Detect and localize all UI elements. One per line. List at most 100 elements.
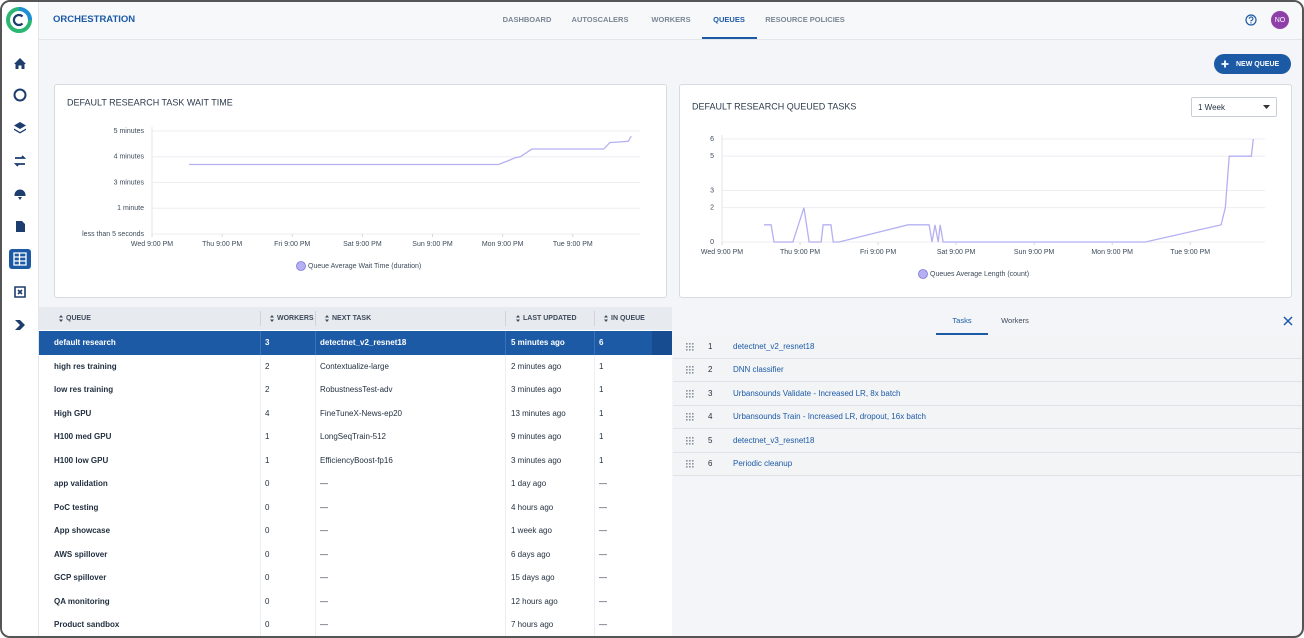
task-name: Urbansounds Validate - Increased LR, 8x … — [733, 388, 901, 398]
cell-separator — [260, 378, 261, 402]
panel-tab[interactable]: Tasks — [952, 316, 972, 325]
table-cell: 3 — [265, 338, 270, 348]
column-header-label: IN QUEUE — [611, 315, 645, 322]
task-row[interactable]: 1 detectnet_v2_resnet18 — [673, 335, 1302, 359]
panel-tab[interactable]: Workers — [1001, 316, 1029, 325]
table-row[interactable]: QA monitoring 0 — 12 hours ago — — [39, 589, 672, 614]
deploy-icon[interactable] — [14, 189, 26, 200]
drag-handle[interactable] — [685, 366, 695, 374]
column-header[interactable]: WORKERS — [269, 307, 314, 330]
nav-tab[interactable]: WORKERS — [651, 15, 691, 24]
table-row[interactable]: H100 low GPU 1 EfficiencyBoost-fp16 3 minut… — [39, 448, 672, 473]
cell-separator — [315, 589, 316, 613]
column-header[interactable]: LAST UPDATED — [515, 307, 577, 330]
nav-tab[interactable]: RESOURCE POLICIES — [765, 15, 845, 24]
task-row[interactable]: 3 Urbansounds Validate - Increased LR, 8x… — [673, 382, 1302, 406]
table-row[interactable]: High GPU 4 FineTuneX-News-ep20 13 minutes a… — [39, 401, 672, 426]
data-line — [189, 135, 632, 166]
legend-marker — [918, 269, 928, 279]
table-row[interactable]: App showcase 0 — 1 week ago — — [39, 519, 672, 544]
expand-icon[interactable] — [15, 320, 25, 330]
cell-separator — [315, 401, 316, 425]
table-row[interactable]: PoC testing 0 — 4 hours ago — — [39, 495, 672, 520]
table-row[interactable]: H100 med GPU 1 LongSeqTrain-512 9 minutes a… — [39, 425, 672, 450]
cell-separator — [260, 566, 261, 590]
range-dropdown[interactable]: 1 Week — [1191, 97, 1277, 117]
nav-bar: DASHBOARD AUTOSCALERS WORKERS QUEUES RESOURC… — [39, 2, 1302, 39]
drag-handle[interactable] — [685, 413, 695, 421]
x-tick-label: Sun 9:00 PM — [1014, 249, 1055, 256]
help-icon[interactable] — [1245, 14, 1257, 26]
task-row[interactable]: 6 Periodic cleanup — [673, 452, 1302, 476]
x-tick-label: Fri 9:00 PM — [274, 241, 310, 248]
column-header-label: QUEUE — [66, 315, 91, 322]
nav-tab[interactable]: DASHBOARD — [502, 15, 552, 24]
task-name: DNN classifier — [733, 365, 784, 375]
drag-handle[interactable] — [685, 460, 695, 468]
legend-label: Queue Average Wait Time (duration) — [308, 263, 421, 270]
layers-icon[interactable] — [14, 122, 26, 134]
drag-handle[interactable] — [685, 389, 695, 398]
cell-separator — [505, 378, 506, 402]
reports-icon[interactable] — [16, 221, 25, 232]
cell-separator — [594, 425, 595, 449]
table-cell: — — [320, 526, 328, 536]
pipelines-icon[interactable] — [13, 155, 27, 167]
drag-handle[interactable] — [685, 436, 695, 445]
task-number: 1 — [708, 341, 713, 351]
task-row[interactable]: 2 DNN classifier — [673, 358, 1302, 382]
table-cell: 6 — [599, 338, 604, 348]
table-cell: GCP spillover — [54, 573, 107, 583]
table-cell: — — [320, 573, 328, 583]
column-header[interactable]: NEXT TASK — [324, 307, 371, 330]
drag-handle[interactable] — [685, 342, 695, 351]
table-cell: — — [599, 549, 607, 559]
home-icon[interactable] — [14, 58, 26, 69]
chart-svg: DEFAULT RESEARCH QUEUED TASKS 0 2 3 5 6 Wed 9:… — [692, 101, 1265, 279]
task-number: 5 — [708, 435, 713, 445]
table-cell: 2 — [265, 361, 270, 371]
user-avatar[interactable]: NO — [1271, 11, 1289, 29]
nav-underline — [702, 37, 757, 39]
cell-separator — [315, 542, 316, 566]
table-row[interactable]: GCP spillover 0 — 15 days ago — — [39, 566, 672, 591]
cell-separator — [505, 519, 506, 543]
sort-icon — [516, 315, 520, 322]
button-label: NEW QUEUE — [1236, 60, 1280, 68]
column-header-label: NEXT TASK — [332, 315, 372, 322]
cell-separator — [315, 425, 316, 449]
nav-tab[interactable]: AUTOSCALERS — [571, 15, 629, 24]
task-row[interactable]: 4 Urbansounds Train - Increased LR, dropo… — [673, 405, 1302, 429]
cell-separator — [315, 354, 316, 378]
nav-tab[interactable]: QUEUES — [713, 15, 745, 24]
cell-separator — [260, 331, 261, 355]
column-header[interactable]: QUEUE — [58, 307, 91, 330]
models-icon[interactable] — [13, 88, 27, 102]
x-tick-label: Thu 9:00 PM — [780, 249, 820, 256]
table-cell: 1 — [265, 432, 270, 442]
table-cell: FineTuneX-News-ep20 — [320, 408, 402, 418]
close-button[interactable] — [1283, 316, 1293, 326]
table-row[interactable]: low res training 2 RobustnessTest-adv 3 min… — [39, 378, 672, 403]
table-cell: 1 — [265, 455, 270, 465]
task-number: 4 — [708, 412, 713, 422]
table-row[interactable]: AWS spillover 0 — 6 days ago — — [39, 542, 672, 567]
cell-separator — [315, 378, 316, 402]
applications-icon[interactable] — [14, 286, 26, 298]
table-cell: 2 — [265, 385, 270, 395]
table-cell: High GPU — [54, 408, 92, 418]
task-row[interactable]: 5 detectnet_v3_resnet18 — [673, 429, 1302, 453]
table-cell: AWS spillover — [54, 549, 108, 559]
row-edge — [652, 331, 672, 355]
cell-separator — [260, 589, 261, 613]
table-row[interactable]: Product sandbox 0 — 7 hours ago — — [39, 613, 672, 636]
table-cell: 1 — [599, 408, 604, 418]
table-row[interactable]: default research 3 detectnet_v2_resnet18 5 … — [39, 331, 672, 356]
table-row[interactable]: high res training 2 Contextualize-large 2 m… — [39, 354, 672, 379]
table-row[interactable]: app validation 0 — 1 day ago — — [39, 472, 672, 497]
cell-separator — [315, 495, 316, 519]
new-queue-button[interactable]: NEW QUEUE — [1214, 54, 1291, 74]
column-header[interactable]: IN QUEUE — [603, 307, 645, 330]
table-cell: QA monitoring — [54, 596, 110, 606]
